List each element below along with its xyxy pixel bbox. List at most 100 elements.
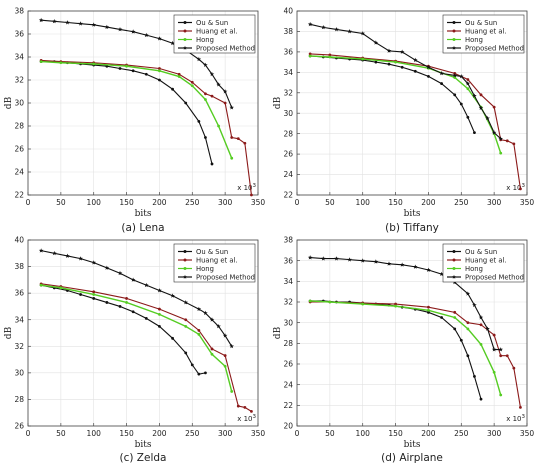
legend-label: Proposed Method bbox=[196, 44, 255, 52]
data-point bbox=[92, 293, 96, 296]
x-tick-label: 150 bbox=[388, 429, 403, 438]
data-point bbox=[492, 370, 496, 374]
x-tick-label: 100 bbox=[87, 198, 102, 207]
data-point bbox=[79, 293, 82, 296]
series-line bbox=[310, 55, 475, 133]
data-point bbox=[158, 78, 161, 82]
x-tick-label: 200 bbox=[152, 429, 167, 438]
data-point-star bbox=[170, 40, 175, 46]
data-point bbox=[236, 404, 240, 408]
data-point bbox=[387, 62, 391, 66]
legend-marker bbox=[183, 258, 187, 262]
data-point-star bbox=[65, 253, 70, 258]
data-point bbox=[158, 69, 161, 73]
data-point-star bbox=[130, 29, 136, 34]
data-point bbox=[197, 372, 201, 376]
data-point bbox=[328, 55, 332, 59]
data-point bbox=[394, 60, 397, 64]
y-tick-label: 32 bbox=[14, 342, 24, 351]
data-point bbox=[479, 342, 483, 346]
legend-label: Huang et al. bbox=[196, 27, 238, 35]
x-tick-label: 200 bbox=[421, 198, 436, 207]
data-point bbox=[158, 307, 161, 311]
data-point bbox=[39, 283, 43, 287]
data-point-star bbox=[498, 136, 503, 141]
data-point bbox=[190, 363, 194, 367]
x-scale-label: x 103 bbox=[237, 414, 256, 423]
data-point bbox=[210, 352, 214, 356]
x-scale-base: x 10 bbox=[237, 184, 252, 192]
data-point-star bbox=[386, 48, 392, 53]
x-scale-exponent: 3 bbox=[253, 414, 257, 420]
data-point bbox=[204, 136, 207, 139]
data-point bbox=[473, 375, 476, 378]
data-point bbox=[184, 324, 188, 328]
y-tick-label: 30 bbox=[283, 318, 293, 327]
x-tick-label: 150 bbox=[119, 429, 134, 438]
data-point-star bbox=[157, 288, 162, 293]
series-line bbox=[41, 283, 252, 412]
data-point-star bbox=[334, 27, 339, 32]
data-point bbox=[400, 65, 404, 69]
data-point bbox=[210, 347, 214, 351]
data-point bbox=[158, 313, 161, 316]
data-point-star bbox=[426, 267, 431, 272]
data-point bbox=[308, 54, 312, 58]
data-point bbox=[374, 60, 378, 64]
data-point bbox=[453, 327, 457, 331]
data-point-star bbox=[91, 260, 96, 265]
legend-marker bbox=[452, 250, 456, 253]
y-tick-label: 30 bbox=[283, 109, 293, 118]
x-tick-label: 0 bbox=[26, 429, 31, 438]
y-tick-label: 32 bbox=[283, 298, 293, 307]
y-axis-label: dB bbox=[4, 326, 14, 339]
legend-label: Proposed Method bbox=[465, 44, 524, 52]
y-axis-label: dB bbox=[273, 96, 283, 109]
legend-label: Hong bbox=[196, 36, 214, 44]
data-point bbox=[197, 332, 201, 336]
data-point bbox=[204, 98, 207, 101]
data-point-star bbox=[399, 262, 405, 267]
x-tick-label: 250 bbox=[185, 198, 200, 207]
x-tick-label: 250 bbox=[454, 198, 469, 207]
data-point bbox=[144, 316, 148, 320]
series-hong bbox=[39, 283, 234, 393]
data-point-star bbox=[52, 18, 57, 24]
data-point bbox=[453, 93, 457, 97]
data-point-star bbox=[491, 347, 497, 352]
data-point bbox=[519, 406, 522, 409]
data-point-star bbox=[472, 302, 477, 308]
chart-caption: (b) Tiffany bbox=[385, 222, 439, 234]
data-point-star bbox=[485, 326, 490, 331]
series-huang-et-al- bbox=[308, 300, 522, 409]
y-tick-label: 32 bbox=[14, 76, 24, 85]
legend-box bbox=[173, 14, 256, 54]
series-proposed-method bbox=[307, 255, 503, 352]
data-point bbox=[125, 64, 128, 68]
y-tick-label: 30 bbox=[14, 99, 24, 108]
x-tick-label: 300 bbox=[218, 198, 233, 207]
data-point bbox=[171, 87, 174, 91]
data-point bbox=[92, 62, 96, 66]
data-point bbox=[328, 300, 332, 304]
data-point bbox=[236, 137, 240, 141]
data-point bbox=[184, 318, 188, 322]
chart-panel-3: 0 50 100 150 200 250 300 350 26 28 30 32 34 36 38 40 x 1… bbox=[4, 236, 265, 464]
data-point bbox=[39, 60, 43, 63]
legend-marker bbox=[182, 45, 188, 50]
data-point bbox=[250, 409, 253, 413]
y-tick-label: 22 bbox=[283, 191, 293, 200]
data-point bbox=[466, 321, 470, 325]
data-point-star bbox=[491, 130, 497, 135]
data-point bbox=[223, 101, 227, 105]
x-scale-label: x 103 bbox=[506, 414, 525, 423]
y-tick-label: 38 bbox=[283, 27, 293, 36]
data-point-star bbox=[209, 71, 215, 77]
legend-marker bbox=[183, 21, 187, 24]
data-point-star bbox=[439, 271, 444, 277]
series-proposed-method bbox=[307, 21, 503, 141]
data-point bbox=[177, 75, 181, 78]
x-scale-base: x 10 bbox=[506, 415, 521, 423]
data-point-star bbox=[196, 306, 202, 312]
